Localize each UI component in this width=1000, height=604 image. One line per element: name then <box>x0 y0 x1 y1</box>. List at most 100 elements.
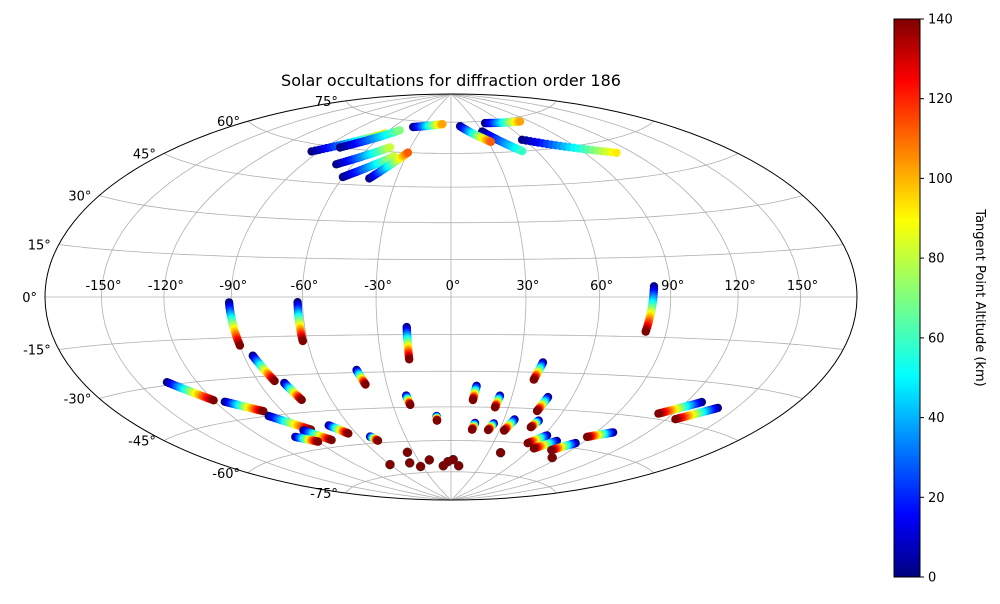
map-boundary <box>44 93 858 501</box>
occultation-track <box>529 358 548 384</box>
longitude-tick-label: -30° <box>364 279 392 294</box>
track-point <box>344 429 353 438</box>
parallel-line <box>163 153 739 188</box>
track-point <box>499 426 509 435</box>
occultation-track <box>332 143 395 169</box>
occultation-track <box>490 391 505 412</box>
occultation-track <box>455 122 496 147</box>
track-point <box>298 336 307 346</box>
latitude-tick-label: 75° <box>315 95 338 110</box>
latitude-tick-labels: 75° 60° 45° 30° 15° 0° -15° -30° -45° -60° -75° <box>22 95 338 502</box>
occultation-track <box>409 120 447 132</box>
parallel-line <box>247 440 655 474</box>
occultation-track <box>480 117 525 128</box>
parallel-line <box>247 120 655 154</box>
track-point <box>327 435 336 445</box>
occultation-track <box>352 365 370 389</box>
occultation-track <box>654 397 706 418</box>
chart-title: Solar occultations for diffraction order… <box>281 71 621 90</box>
track-point <box>395 126 404 135</box>
occultation-track <box>264 411 316 434</box>
parallel-line <box>345 471 557 494</box>
track-point <box>654 409 663 418</box>
occultation-point <box>402 447 413 458</box>
track-point <box>468 395 478 405</box>
latitude-tick-label: 60° <box>217 115 240 130</box>
occultation-track <box>402 322 414 364</box>
occultation-track <box>467 418 480 434</box>
track-point <box>406 400 415 410</box>
parallel-line <box>99 370 803 399</box>
track-point <box>532 406 542 416</box>
colorbar-tick-label: 0 <box>928 571 936 586</box>
occultation-track <box>224 298 245 350</box>
latitude-tick-label: -30° <box>64 393 92 408</box>
occultation-track <box>671 403 722 424</box>
latitude-tick-label: -15° <box>23 344 51 359</box>
occultation-point <box>448 454 458 465</box>
longitude-tick-label: -150° <box>85 279 121 294</box>
occultation-track <box>532 392 553 416</box>
occultation-track <box>293 298 307 346</box>
occultation-point <box>453 461 464 471</box>
colorbar-tick-label: 20 <box>928 491 945 506</box>
colorbar-ticks: 0 20 40 60 80 100 120 140 <box>920 13 953 586</box>
track-point <box>373 436 383 445</box>
track-point <box>523 439 532 448</box>
occultation-tracks <box>162 117 722 455</box>
track-point <box>297 395 306 405</box>
parallel-line <box>58 244 844 260</box>
track-point <box>547 445 556 455</box>
occultation-track <box>468 381 481 405</box>
track-point <box>529 375 538 384</box>
occultation-track <box>335 126 404 152</box>
track-point <box>612 148 621 157</box>
occultation-track <box>517 135 621 157</box>
track-point <box>385 143 395 152</box>
colorbar-label: Tangent Point Altitude (km) <box>972 208 987 386</box>
longitude-tick-label: 30° <box>516 279 539 294</box>
longitude-tick-label: -90° <box>219 279 247 294</box>
parallel-line <box>345 100 557 123</box>
track-point <box>641 327 650 336</box>
colorbar: 0 20 40 60 80 100 120 140 Tangent Point Altitud… <box>893 13 987 586</box>
occultation-track <box>529 436 561 453</box>
latitude-tick-label: 0° <box>22 291 37 306</box>
occultation-track <box>365 148 413 183</box>
colorbar-gradient <box>893 18 921 578</box>
occultation-point <box>495 447 506 458</box>
track-point <box>313 437 323 446</box>
colorbar-tick-label: 60 <box>928 331 945 346</box>
occultation-track <box>248 351 279 386</box>
track-point <box>405 355 414 364</box>
parallel-line <box>58 334 844 350</box>
track-point <box>270 376 279 386</box>
track-point <box>235 341 245 350</box>
longitude-tick-label: 120° <box>724 279 755 294</box>
occultation-track <box>499 415 519 435</box>
occultation-track <box>526 416 543 432</box>
occultation-track <box>641 282 659 336</box>
occultation-track <box>220 397 268 416</box>
parallel-line <box>99 195 803 224</box>
track-point <box>403 148 413 157</box>
occultation-track <box>291 432 323 446</box>
occultation-track <box>432 411 442 425</box>
longitude-tick-label: 90° <box>661 279 684 294</box>
track-point <box>361 380 370 389</box>
track-point <box>438 120 447 129</box>
track-point <box>529 444 539 453</box>
latitude-tick-label: 30° <box>68 190 91 205</box>
track-point <box>490 403 500 412</box>
track-point <box>671 415 680 424</box>
colorbar-tick-label: 120 <box>928 92 953 107</box>
occultation-track <box>547 438 580 455</box>
occultation-track <box>324 421 353 438</box>
track-point <box>518 147 527 156</box>
colorbar-tick-label: 100 <box>928 172 953 187</box>
occultation-track <box>402 391 415 410</box>
occultation-track <box>280 378 306 405</box>
track-point <box>515 117 525 126</box>
parallel-line <box>163 406 739 441</box>
